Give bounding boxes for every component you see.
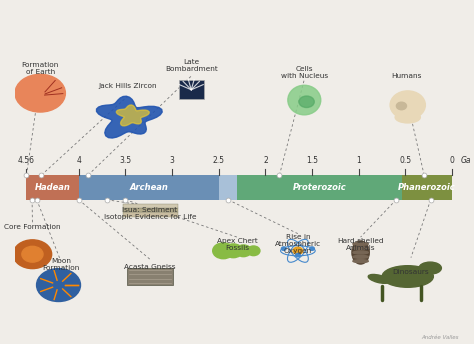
Text: Hadean: Hadean — [35, 183, 71, 192]
Text: 3: 3 — [170, 157, 174, 165]
Ellipse shape — [390, 91, 425, 119]
FancyBboxPatch shape — [127, 268, 173, 285]
Circle shape — [36, 269, 81, 301]
Text: Formation
of Earth: Formation of Earth — [21, 62, 59, 75]
Circle shape — [247, 246, 260, 256]
Polygon shape — [97, 96, 162, 138]
Text: 2: 2 — [263, 157, 268, 165]
Text: Humans: Humans — [391, 73, 421, 79]
Circle shape — [15, 74, 65, 112]
Circle shape — [236, 245, 251, 257]
Text: Proterozoic: Proterozoic — [293, 183, 346, 192]
Text: Acasta Gneiss: Acasta Gneiss — [124, 264, 176, 270]
FancyBboxPatch shape — [79, 175, 219, 200]
Text: 1: 1 — [356, 157, 361, 165]
Ellipse shape — [353, 255, 368, 258]
Ellipse shape — [419, 262, 441, 274]
Circle shape — [310, 247, 314, 250]
Circle shape — [213, 243, 234, 259]
Ellipse shape — [299, 96, 314, 108]
FancyBboxPatch shape — [123, 204, 178, 208]
Ellipse shape — [353, 243, 368, 245]
Circle shape — [293, 247, 303, 255]
Circle shape — [396, 102, 407, 110]
Circle shape — [296, 254, 300, 257]
Text: Core Formation: Core Formation — [4, 224, 61, 230]
Polygon shape — [117, 105, 149, 126]
FancyBboxPatch shape — [219, 175, 237, 200]
FancyBboxPatch shape — [237, 175, 402, 200]
FancyBboxPatch shape — [179, 80, 204, 99]
FancyBboxPatch shape — [123, 208, 178, 213]
Circle shape — [224, 244, 243, 258]
Ellipse shape — [368, 275, 390, 283]
Text: 0: 0 — [450, 157, 455, 165]
Text: 2.5: 2.5 — [213, 157, 225, 165]
Circle shape — [22, 246, 43, 262]
Text: Dinosaurs: Dinosaurs — [392, 269, 429, 275]
Text: 4: 4 — [76, 157, 81, 165]
FancyBboxPatch shape — [123, 213, 178, 216]
Circle shape — [13, 240, 52, 269]
Text: 3.5: 3.5 — [119, 157, 131, 165]
Text: Andrée Valles: Andrée Valles — [421, 335, 459, 340]
Text: 4.56: 4.56 — [18, 157, 35, 165]
Text: Ga: Ga — [460, 157, 471, 165]
Text: 1.5: 1.5 — [306, 157, 318, 165]
Text: Apex Chert
Fossils: Apex Chert Fossils — [217, 238, 257, 251]
Text: 0.5: 0.5 — [400, 157, 411, 165]
Text: Phanerozoic: Phanerozoic — [398, 183, 456, 192]
Circle shape — [282, 247, 286, 250]
Ellipse shape — [288, 85, 321, 115]
Text: Cells
with Nucleus: Cells with Nucleus — [281, 66, 328, 79]
Text: Isua: Sediment
Isotopic Evidence for Life: Isua: Sediment Isotopic Evidence for Lif… — [104, 207, 196, 220]
Text: Archean: Archean — [129, 183, 168, 192]
Ellipse shape — [395, 111, 420, 123]
FancyBboxPatch shape — [402, 175, 452, 200]
Text: Moon
Formation: Moon Formation — [42, 258, 80, 271]
Text: Rise in
Atmospheric
Oxygen: Rise in Atmospheric Oxygen — [275, 234, 321, 254]
Ellipse shape — [353, 260, 368, 262]
FancyBboxPatch shape — [27, 175, 79, 200]
Text: Jack Hills Zircon: Jack Hills Zircon — [98, 83, 156, 89]
Text: Late
Bombardment: Late Bombardment — [165, 59, 218, 72]
Ellipse shape — [353, 251, 368, 254]
Ellipse shape — [382, 266, 433, 287]
Ellipse shape — [353, 247, 368, 250]
Text: Hard-shelled
Animals: Hard-shelled Animals — [337, 238, 384, 251]
Ellipse shape — [352, 241, 369, 264]
